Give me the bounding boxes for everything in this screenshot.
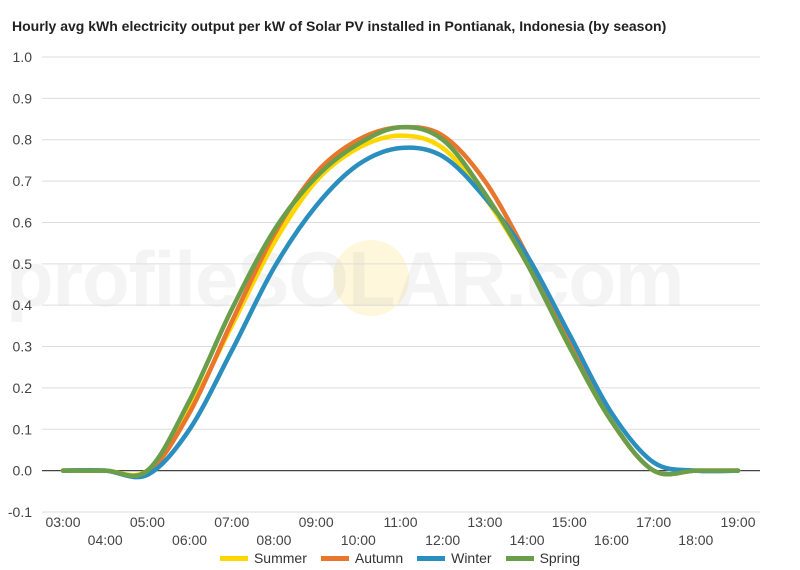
chart-title: Hourly avg kWh electricity output per kW… (12, 18, 667, 34)
legend-swatch (219, 555, 248, 561)
series-lines (60, 124, 741, 480)
legend-item-spring: Spring (505, 550, 581, 566)
x-tick-label: 07:00 (214, 514, 249, 530)
y-tick-label: 1.0 (13, 49, 33, 65)
x-tick-label: 15:00 (552, 514, 587, 530)
y-tick-label: 0.1 (13, 421, 33, 437)
x-tick-label: 14:00 (510, 532, 545, 548)
legend-swatch (320, 555, 349, 561)
y-tick-label: 0.7 (13, 173, 33, 189)
x-tick-label: 17:00 (636, 514, 671, 530)
legend-label: Autumn (354, 550, 404, 566)
y-tick-label: 0.3 (13, 339, 33, 355)
x-tick-label: 04:00 (88, 532, 123, 548)
legend-label: Spring (539, 550, 581, 566)
y-tick-label: 0.4 (13, 297, 33, 313)
legend-swatch (505, 555, 534, 561)
y-tick-label: 0.2 (13, 380, 33, 396)
y-tick-label: 0.5 (13, 256, 33, 272)
x-tick-label: 19:00 (720, 514, 755, 530)
legend-label: Summer (253, 550, 307, 566)
y-tick-label: 0.0 (13, 463, 33, 479)
legend-item-autumn: Autumn (320, 550, 404, 566)
x-tick-label: 11:00 (384, 514, 418, 530)
x-tick-label: 12:00 (425, 532, 460, 548)
series-line-winter (60, 145, 741, 480)
x-tick-label: 08:00 (256, 532, 291, 548)
series-line-spring (60, 124, 741, 479)
x-tick-label: 09:00 (299, 514, 334, 530)
x-tick-label: 06:00 (172, 532, 207, 548)
x-axis-ticks: 03:00 04:00 05:00 06:00 07:00 08:00 09:00 10:00… (45, 514, 755, 548)
legend: Summer Autumn Winter Spring (0, 548, 800, 568)
legend-item-winter: Winter (417, 550, 492, 566)
x-tick-label: 05:00 (130, 514, 165, 530)
x-tick-label: 16:00 (594, 532, 629, 548)
x-tick-label: 10:00 (341, 532, 376, 548)
y-tick-label: 0.8 (13, 132, 33, 148)
y-axis-ticks: 1.0 0.9 0.8 0.7 0.6 0.5 0.4 0.3 0.2 0.1 0.0 -0.1 (8, 49, 32, 520)
y-tick-label: 0.9 (13, 90, 33, 106)
x-tick-label: 13:00 (467, 514, 502, 530)
y-tick-label: -0.1 (8, 504, 32, 520)
x-tick-label: 03:00 (45, 514, 80, 530)
series-line-autumn (60, 124, 741, 479)
legend-item-summer: Summer (219, 550, 307, 566)
grid (42, 56, 760, 513)
x-tick-label: 18:00 (678, 532, 713, 548)
y-tick-label: 0.6 (13, 214, 33, 230)
legend-swatch (417, 555, 446, 561)
legend-label: Winter (451, 550, 492, 566)
